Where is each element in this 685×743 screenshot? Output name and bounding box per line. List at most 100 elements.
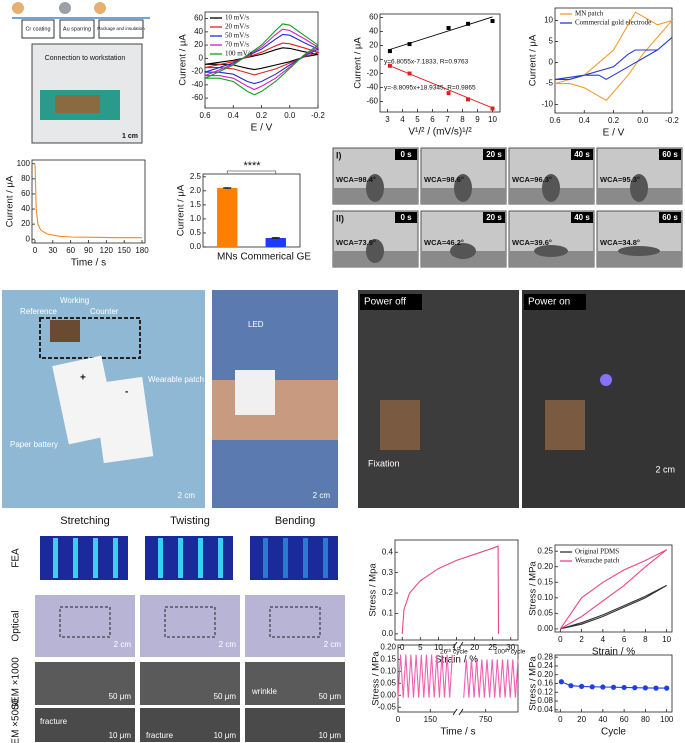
x-tick-label: 6 bbox=[622, 635, 627, 644]
time-box bbox=[571, 149, 593, 160]
x-tick-label: 2 bbox=[579, 635, 584, 644]
y-tick-label: 20 bbox=[369, 41, 378, 50]
photo-label: LED bbox=[248, 320, 264, 329]
x-tick-label: 750 bbox=[479, 715, 493, 724]
x-tick-label: 120 bbox=[100, 246, 114, 255]
x-tick-label: 100 bbox=[660, 715, 674, 724]
y-tick-label: 0.0 bbox=[382, 629, 394, 638]
y-tick-label: 40 bbox=[194, 27, 203, 36]
row-label: SEM ×5000 bbox=[11, 698, 22, 743]
x-tick-label: 20 bbox=[470, 643, 479, 652]
plot-frame bbox=[554, 544, 673, 633]
x-axis-label: Cycle bbox=[601, 727, 626, 738]
wca-label: WCA=39.6° bbox=[512, 238, 552, 247]
legend-label: 70 mV/s bbox=[225, 41, 249, 49]
marker bbox=[568, 683, 574, 689]
x-tick-label: Commerical GE bbox=[240, 252, 311, 263]
y-tick-label: 20 bbox=[194, 40, 203, 49]
marker bbox=[600, 684, 606, 690]
marker bbox=[642, 685, 649, 691]
photo-patch bbox=[164, 606, 216, 638]
annotation: **** bbox=[243, 160, 261, 172]
y-tick-label: 0.5 bbox=[190, 228, 202, 237]
step-box bbox=[21, 19, 55, 39]
annotation: fracture bbox=[146, 731, 174, 740]
y-tick-label: 40 bbox=[369, 27, 378, 36]
scale-label: 10 μm bbox=[109, 731, 132, 740]
x-tick-label: 25 bbox=[488, 643, 497, 652]
fea-strain bbox=[303, 538, 308, 578]
x-tick-label: 0.6 bbox=[549, 116, 561, 125]
fea-strain bbox=[73, 538, 78, 578]
x-axis-label: Time / s bbox=[71, 258, 106, 269]
y-tick-label: 20 bbox=[21, 219, 30, 228]
fea-strain bbox=[198, 538, 203, 578]
scale-label: 10 μm bbox=[214, 731, 237, 740]
wca-label: WCA=96.3° bbox=[512, 175, 552, 184]
y-tick-label: 0.00 bbox=[537, 624, 553, 633]
x-tick-label: 20 bbox=[577, 715, 586, 724]
series-line bbox=[559, 549, 668, 630]
x-axis-label: Strain / % bbox=[435, 655, 478, 666]
row-label: Optical bbox=[11, 610, 22, 641]
photo-battery bbox=[235, 370, 275, 415]
y-tick-label: -5 bbox=[546, 79, 554, 88]
y-tick-label: 0.05 bbox=[537, 608, 553, 617]
fea-strain bbox=[158, 538, 163, 578]
photo bbox=[245, 595, 345, 657]
marker bbox=[632, 685, 638, 691]
x-tick-label: 8 bbox=[643, 635, 648, 644]
x-tick-label: 150 bbox=[424, 715, 438, 724]
icon bbox=[12, 2, 24, 14]
time-label: 40 s bbox=[574, 213, 590, 222]
fea-strain bbox=[218, 538, 223, 578]
time-box bbox=[483, 212, 505, 223]
photo-electrode bbox=[545, 400, 585, 450]
y-tick-label: 0.15 bbox=[537, 577, 553, 586]
photo bbox=[35, 708, 135, 742]
x-tick-label: 10 bbox=[662, 635, 671, 644]
x-tick-label: 3 bbox=[385, 115, 390, 124]
photo-label: Counter bbox=[90, 307, 119, 316]
marker bbox=[610, 684, 617, 690]
series-line bbox=[389, 16, 493, 50]
x-tick-label: 7 bbox=[445, 115, 450, 124]
photo-surface bbox=[597, 251, 682, 267]
photo bbox=[140, 595, 240, 657]
marker bbox=[490, 19, 495, 23]
icon bbox=[94, 2, 106, 14]
fea-strain bbox=[53, 538, 58, 578]
y-tick-label: 0.04 bbox=[537, 705, 553, 714]
axis-break bbox=[455, 710, 461, 714]
marker bbox=[664, 685, 670, 691]
fea-strain bbox=[178, 538, 183, 578]
marker bbox=[490, 106, 495, 111]
x-tick-label: 0.0 bbox=[284, 111, 296, 120]
fea-strain bbox=[93, 538, 98, 578]
marker bbox=[446, 91, 451, 96]
break-mark bbox=[458, 641, 464, 649]
x-tick-label: 15 bbox=[452, 643, 461, 652]
x-tick-label: 30 bbox=[506, 643, 515, 652]
y-tick-label: 2.5 bbox=[190, 172, 202, 181]
marker bbox=[387, 49, 392, 54]
y-tick-label: 0.20 bbox=[537, 670, 553, 679]
series-line bbox=[560, 584, 667, 630]
scale-label: 10 μm bbox=[319, 731, 342, 740]
plot-frame bbox=[379, 13, 501, 113]
step-box bbox=[59, 19, 95, 39]
time-box bbox=[483, 149, 505, 160]
photo bbox=[245, 662, 345, 705]
fea-strain bbox=[113, 538, 118, 578]
x-tick-label: -0.2 bbox=[665, 116, 679, 125]
legend-label: 100 mV/s bbox=[225, 50, 253, 58]
y-tick-label: 0 bbox=[199, 53, 204, 62]
y-tick-label: 0.15 bbox=[380, 654, 396, 663]
y-tick-label: 100 bbox=[17, 159, 31, 168]
step-box bbox=[98, 19, 144, 39]
y-tick-label: 0.1 bbox=[382, 609, 394, 618]
legend-label: Wearache patch bbox=[575, 557, 620, 565]
time-label: 20 s bbox=[486, 150, 502, 159]
x-tick-label: 0 bbox=[400, 643, 405, 652]
scale-label: 2 cm bbox=[324, 640, 342, 649]
